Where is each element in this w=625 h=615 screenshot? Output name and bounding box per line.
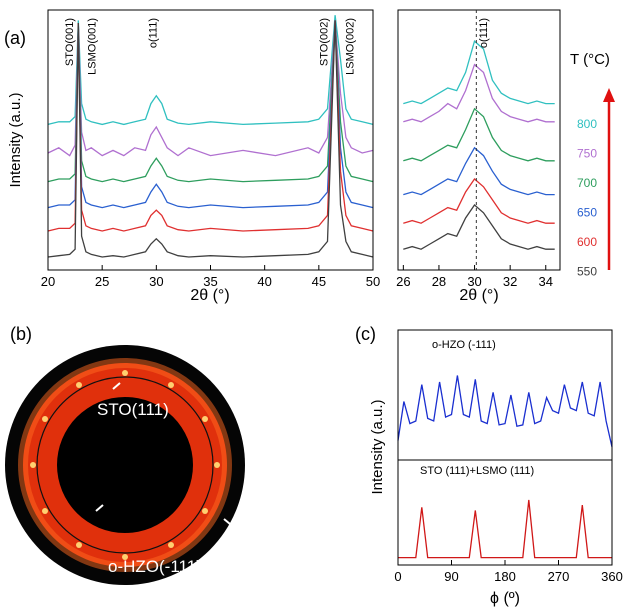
panel-label: (a): [4, 28, 26, 48]
data-line: [398, 376, 612, 448]
annotation: STO(001): [64, 18, 76, 66]
pole-annotation: STO(111): [97, 400, 169, 419]
arrow-head: [603, 88, 615, 102]
x-tick-label: 0: [394, 569, 401, 584]
x-tick-label: 28: [432, 274, 446, 289]
y-axis-title: Intensity (a.u.): [369, 399, 386, 494]
legend-entry: 550: [577, 265, 597, 279]
legend-entry: 700: [577, 176, 597, 190]
legend-title: T (°C): [570, 51, 610, 68]
panel-label: (c): [355, 324, 376, 344]
legend-entry: 750: [577, 147, 597, 161]
data-line: [403, 41, 554, 103]
x-tick-label: 360: [601, 569, 623, 584]
subplot-label: o-HZO (-111): [432, 339, 496, 351]
y-axis-title: Intensity (a.u.): [7, 92, 24, 187]
x-tick-label: 25: [95, 274, 109, 289]
data-line: [398, 500, 612, 558]
data-line: [403, 148, 554, 195]
annotation: o(111): [478, 18, 490, 48]
x-axis-title: ϕ (º): [490, 590, 520, 607]
legend-entry: 800: [577, 117, 597, 131]
pole-annotation: o-HZO(-111): [108, 557, 202, 576]
legend-entry: 600: [577, 235, 597, 249]
x-tick-label: 30: [149, 274, 163, 289]
pole-figure: STO(111) o-HZO(-111): [5, 345, 245, 585]
data-line: [403, 109, 554, 161]
subplot-label: STO (111)+LSMO (111): [420, 465, 534, 477]
x-tick-label: 50: [366, 274, 380, 289]
x-tick-label: 34: [539, 274, 553, 289]
x-tick-label: 180: [494, 569, 516, 584]
legend-entry: 650: [577, 206, 597, 220]
panel-label: (b): [10, 324, 32, 344]
annotation: LSMO(001): [87, 18, 99, 75]
x-tick-label: 26: [396, 274, 410, 289]
annotation: o(111): [147, 18, 159, 48]
x-axis-title: 2θ (°): [190, 287, 229, 304]
x-tick-label: 270: [548, 569, 570, 584]
data-line: [403, 179, 554, 223]
x-tick-label: 45: [312, 274, 326, 289]
x-axis-title: 2θ (°): [459, 287, 498, 304]
figure: (a) (b) (c) STO(111) o-HZO(-111) 20 25 30 3…: [0, 0, 625, 610]
x-tick-label: 20: [41, 274, 55, 289]
annotation: STO(002): [319, 18, 331, 66]
x-tick-label: 40: [257, 274, 271, 289]
annotation: LSMO(002): [345, 18, 357, 75]
x-tick-label: 32: [503, 274, 517, 289]
data-line: [403, 205, 554, 249]
x-tick-label: 90: [444, 569, 458, 584]
